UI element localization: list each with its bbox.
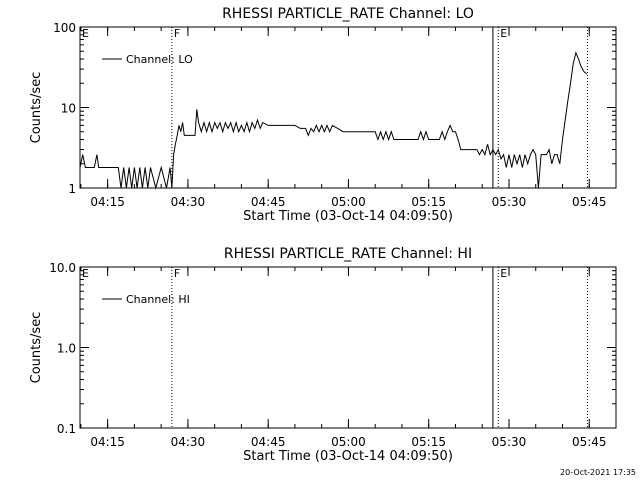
x-tick-label: 04:15 — [90, 195, 125, 209]
hi-channel-panel: RHESSI PARTICLE_RATE Channel: HI 04:15 04:… — [29, 246, 617, 464]
y-tick-label: 10.0 — [49, 261, 76, 275]
y-tick-label: 100 — [53, 21, 76, 35]
series-line — [79, 51, 587, 190]
x-tick-label: 04:30 — [171, 435, 206, 449]
x-tick-label: 04:15 — [90, 435, 125, 449]
y-tick-label: 10 — [61, 102, 76, 116]
legend-label: Channel: HI — [126, 293, 190, 306]
y-tick-label: 0.1 — [57, 422, 76, 436]
x-axis-label: Start Time (03-Oct-14 04:09:50) — [243, 449, 453, 464]
event-marker-label: E — [500, 267, 507, 280]
y-tick-label: 1 — [68, 182, 76, 196]
legend-label: Channel: LO — [126, 53, 193, 66]
x-tick-label: 05:30 — [492, 435, 527, 449]
x-tick-label: 05:15 — [411, 195, 446, 209]
x-tick-label: 05:30 — [492, 195, 527, 209]
x-tick-label: 05:45 — [572, 435, 607, 449]
event-marker-label: E — [500, 27, 507, 40]
plot-frame — [79, 26, 617, 189]
x-tick-label: 05:00 — [331, 195, 366, 209]
x-tick-label: 04:45 — [251, 435, 286, 449]
event-marker-label: E — [82, 27, 89, 40]
lo-channel-panel: RHESSI PARTICLE_RATE Channel: LO 04:15 04:… — [29, 6, 617, 224]
x-tick-label: 04:30 — [171, 195, 206, 209]
event-marker-label: E — [82, 267, 89, 280]
y-axis-label: Counts/sec — [29, 72, 44, 144]
x-tick-label: 05:45 — [572, 195, 607, 209]
chart-title: RHESSI PARTICLE_RATE Channel: LO — [222, 6, 474, 22]
x-axis-label: Start Time (03-Oct-14 04:09:50) — [243, 209, 453, 224]
event-marker-label: F — [174, 27, 180, 40]
plot-frame — [79, 266, 617, 429]
generated-timestamp: 20-Oct-2021 17:35 — [560, 468, 636, 477]
y-axis-label: Counts/sec — [29, 312, 44, 384]
y-tick-label: 1.0 — [57, 342, 76, 356]
x-tick-label: 05:15 — [411, 435, 446, 449]
x-tick-label: 04:45 — [251, 195, 286, 209]
chart-title: RHESSI PARTICLE_RATE Channel: HI — [224, 246, 472, 262]
event-marker-label: F — [174, 267, 180, 280]
x-tick-label: 05:00 — [331, 435, 366, 449]
